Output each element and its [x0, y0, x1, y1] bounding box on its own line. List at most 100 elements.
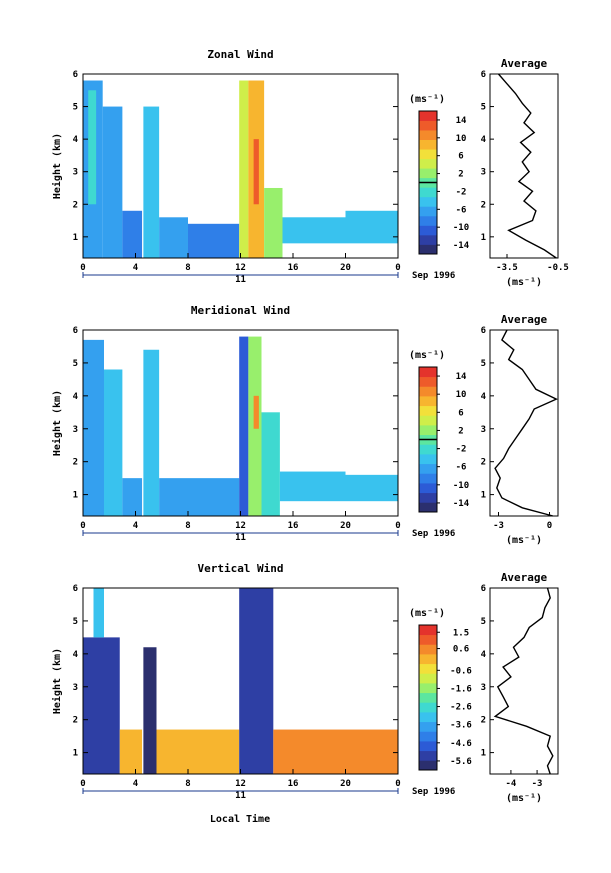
day-label: 11 [235, 791, 246, 801]
colorbar-tick-label: -2 [456, 187, 467, 197]
colorbar-swatch [419, 130, 437, 140]
average-y-tick-label: 1 [481, 749, 486, 759]
y-tick-label: 3 [73, 683, 78, 693]
average-title: Average [501, 57, 548, 70]
colorbar-swatch [419, 206, 437, 217]
colorbar-tick-label: -6 [456, 205, 467, 215]
y-tick-label: 4 [73, 135, 79, 145]
average-title: Average [501, 571, 548, 584]
heatmap-cell [253, 395, 259, 429]
date-label: Sep 1996 [412, 529, 455, 539]
x-tick-label: 20 [340, 263, 351, 273]
colorbar-swatch [419, 692, 437, 703]
x-tick-label: 4 [133, 779, 139, 789]
x-tick-label: 8 [185, 521, 190, 531]
x-tick-label: 0 [395, 263, 400, 273]
average-y-tick-label: 1 [481, 233, 486, 243]
date-label: Sep 1996 [412, 271, 455, 281]
average-y-tick-label: 5 [481, 103, 486, 113]
average-y-tick-label: 5 [481, 359, 486, 369]
average-y-tick-label: 6 [481, 70, 486, 80]
heatmap-cell [156, 729, 240, 774]
average-x-tick-label: -4 [506, 779, 517, 789]
x-tick-label: 8 [185, 263, 190, 273]
heatmap-cell [239, 80, 249, 258]
x-tick-label: 16 [288, 521, 299, 531]
colorbar-tick-label: -4.6 [450, 739, 472, 749]
day-label: 11 [235, 533, 246, 543]
x-tick-label: 4 [133, 521, 139, 531]
y-tick-label: 2 [73, 458, 78, 468]
heatmap-cell [159, 478, 240, 516]
heatmap-cell [104, 369, 123, 516]
heatmap-cell [188, 223, 240, 258]
colorbar-tick-label: 2 [458, 426, 463, 436]
heatmap-cell [143, 349, 160, 516]
x-tick-label: 12 [235, 263, 246, 273]
average-y-tick-label: 6 [481, 584, 486, 594]
average-y-tick-label: 4 [481, 135, 487, 145]
colorbar-swatch [419, 111, 437, 121]
heatmap-cell [264, 187, 283, 258]
heatmap-cell [119, 729, 143, 774]
x-tick-label: 20 [340, 779, 351, 789]
colorbar-tick-label: 10 [456, 390, 467, 400]
colorbar-swatch [419, 215, 437, 226]
average-title: Average [501, 313, 548, 326]
average-y-tick-label: 2 [481, 716, 486, 726]
heatmap-cell [143, 106, 160, 258]
colorbar-tick-label: 2 [458, 170, 463, 180]
heatmap-cell [239, 588, 274, 774]
colorbar-tick-label: -14 [453, 499, 470, 509]
date-label: Sep 1996 [412, 787, 455, 797]
average-y-tick-label: 2 [481, 458, 486, 468]
heatmap-cell [143, 647, 157, 774]
colorbar-tick-label: -6 [456, 463, 467, 473]
x-tick-label: 0 [80, 779, 85, 789]
y-tick-label: 5 [73, 359, 78, 369]
average-y-tick-label: 6 [481, 326, 486, 336]
heatmap-cell [253, 139, 259, 205]
colorbar-swatch [419, 386, 437, 397]
colorbar-swatch [419, 425, 437, 436]
average-frame [489, 587, 559, 775]
y-axis-label: Height (km) [51, 133, 63, 199]
colorbar-swatch [419, 244, 437, 255]
average-frame [489, 329, 559, 517]
x-tick-label: 0 [80, 521, 85, 531]
colorbar-swatch [419, 750, 437, 761]
x-tick-label: 0 [80, 263, 85, 273]
colorbar-tick-label: 6 [458, 408, 463, 418]
colorbar-swatch [419, 376, 437, 387]
colorbar-swatch [419, 367, 437, 378]
average-x-tick-label: -0.5 [547, 263, 569, 273]
panel-title: Meridional Wind [191, 304, 290, 317]
y-tick-label: 3 [73, 168, 78, 178]
average-x-tick-label: -3 [493, 521, 504, 531]
colorbar-tick-label: -1.6 [450, 684, 472, 694]
colorbar-swatch [419, 168, 437, 179]
average-y-tick-label: 5 [481, 617, 486, 627]
colorbar-swatch [419, 158, 437, 169]
colorbar-tick-label: 0.6 [453, 645, 469, 655]
colorbar-tick-label: -3.6 [450, 721, 472, 731]
colorbar-swatch [419, 187, 437, 198]
colorbar-swatch [419, 234, 437, 245]
average-y-tick-label: 3 [481, 425, 486, 435]
colorbar-swatch [419, 120, 437, 131]
colorbar-swatch [419, 683, 437, 694]
x-tick-label: 0 [395, 779, 400, 789]
colorbar-unit: (ms⁻¹) [409, 94, 445, 105]
colorbar-swatch [419, 149, 437, 160]
average-profile-line [493, 587, 554, 775]
colorbar-swatch [419, 405, 437, 416]
colorbar-swatch [419, 225, 437, 236]
colorbar-tick-label: -2.6 [450, 703, 472, 713]
x-axis-label: Local Time [210, 813, 270, 825]
colorbar-swatch [419, 712, 437, 723]
colorbar-swatch [419, 454, 437, 465]
heatmap-cell [102, 106, 123, 258]
heatmap-cell [261, 412, 280, 516]
heatmap-cell [282, 217, 346, 244]
